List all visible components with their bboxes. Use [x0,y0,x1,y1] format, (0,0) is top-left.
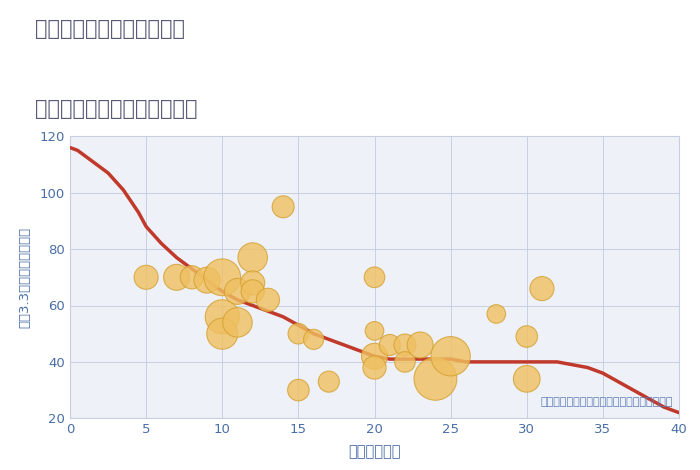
Point [369,364,380,371]
Point [262,296,274,304]
Point [277,203,289,211]
Point [399,341,410,349]
Point [293,330,304,337]
Point [521,375,532,383]
Point [536,285,547,292]
Point [369,274,380,281]
Point [232,288,243,295]
Point [399,358,410,366]
Text: 円の大きさは、取引のあった物件面積を示す: 円の大きさは、取引のあった物件面積を示す [540,397,673,407]
Point [369,327,380,335]
Point [491,310,502,318]
Point [217,274,228,281]
Point [141,274,152,281]
Point [217,330,228,337]
Point [232,319,243,326]
Point [323,378,335,385]
Point [445,352,456,360]
Point [369,352,380,360]
Point [202,276,213,284]
Point [247,254,258,261]
Point [308,336,319,343]
Point [293,386,304,394]
Point [247,279,258,287]
Point [217,313,228,321]
Point [384,341,395,349]
Point [186,274,197,281]
Text: 築年数別中古マンション価格: 築年数別中古マンション価格 [35,99,197,119]
Point [414,341,426,349]
Point [171,274,182,281]
Point [430,375,441,383]
Text: 兵庫県姫路市大黒壱丁町の: 兵庫県姫路市大黒壱丁町の [35,19,185,39]
Point [521,333,532,340]
X-axis label: 築年数（年）: 築年数（年） [349,445,400,460]
Point [247,288,258,295]
Y-axis label: 坪（3.3㎡）単価（万円）: 坪（3.3㎡）単価（万円） [18,227,32,328]
